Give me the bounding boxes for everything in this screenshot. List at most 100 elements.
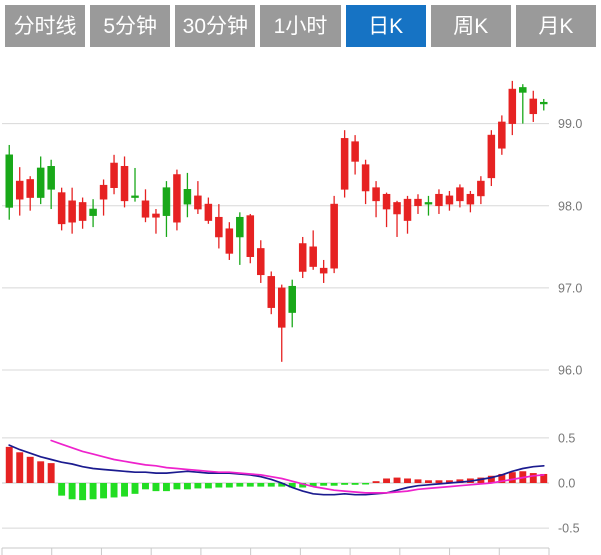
macd-axis-labels: 0.5 0.0 -0.5 xyxy=(558,431,580,535)
candle-down xyxy=(204,197,213,224)
macd-bar-positive xyxy=(372,481,380,483)
candle-down xyxy=(508,80,517,136)
candle-down xyxy=(152,209,160,234)
candle-up xyxy=(89,199,97,228)
candle-down xyxy=(466,190,475,213)
macd-bar-positive xyxy=(47,463,55,483)
price-tick-label: 96.0 xyxy=(558,364,582,378)
macd-bar-negative xyxy=(225,483,233,488)
candle-down xyxy=(372,181,380,218)
price-tick-label: 97.0 xyxy=(558,281,582,295)
macd-bar-positive xyxy=(16,452,24,483)
candle-down xyxy=(120,156,129,208)
candle-down xyxy=(435,189,443,214)
tab-weekly-k[interactable]: 周K xyxy=(430,5,511,47)
candle-down xyxy=(529,90,538,122)
candle-up xyxy=(5,144,13,220)
macd-bar-negative xyxy=(309,483,317,487)
macd-tick-label: -0.5 xyxy=(558,522,580,536)
stock-chart[interactable]: 99.0 98.0 97.0 96.0 0.5 0.0 -0.5 xyxy=(0,52,601,555)
candle-down xyxy=(498,115,506,155)
macd-bar-negative xyxy=(131,483,139,494)
candle-down xyxy=(361,159,370,205)
candle-up xyxy=(131,167,139,202)
macd-bar-negative xyxy=(79,483,87,501)
candle-down xyxy=(487,130,496,187)
candle-up xyxy=(540,98,548,111)
period-tab-bar: 分时线 5分钟 30分钟 1小时 日K 周K 月K xyxy=(0,0,601,52)
tab-label: 5分钟 xyxy=(103,14,158,38)
tab-label: 月K xyxy=(538,14,574,38)
macd-bar-positive xyxy=(37,461,45,483)
macd-bar-positive xyxy=(414,479,422,483)
macd-bar-positive xyxy=(435,480,443,483)
candle-down xyxy=(309,230,317,270)
candle-up xyxy=(519,84,527,124)
macd-bar-positive xyxy=(508,472,516,483)
macd-bar-negative xyxy=(89,483,97,500)
macd-bar-negative xyxy=(152,483,160,492)
candle-down xyxy=(414,194,422,214)
price-tick-label: 98.0 xyxy=(558,199,582,213)
candle-down xyxy=(445,190,454,211)
candle-down xyxy=(298,236,307,279)
macd-bar-positive xyxy=(487,475,495,483)
macd-bar-negative xyxy=(58,483,66,496)
macd-lines xyxy=(8,439,545,496)
candle-down xyxy=(477,176,485,205)
price-axis-labels: 99.0 98.0 97.0 96.0 xyxy=(558,117,582,377)
candle-up xyxy=(47,159,55,210)
macd-bar-negative xyxy=(204,483,212,489)
candle-up xyxy=(424,195,433,216)
macd-bar-positive xyxy=(477,477,485,483)
macd-bar-negative xyxy=(246,483,254,487)
candle-down xyxy=(246,213,255,264)
macd-bar-negative xyxy=(142,483,149,490)
macd-bar-positive xyxy=(425,480,432,483)
candle-down xyxy=(68,187,76,234)
candle-down xyxy=(351,135,359,175)
macd-bar-negative xyxy=(183,483,191,490)
macd-bar-negative xyxy=(362,483,370,485)
candle-down xyxy=(141,189,150,223)
tab-monthly-k[interactable]: 月K xyxy=(515,5,596,47)
macd-bar-negative xyxy=(278,483,286,487)
candle-down xyxy=(15,167,24,216)
candle-down xyxy=(257,240,265,283)
macd-line-dif xyxy=(8,444,545,496)
macd-bar-negative xyxy=(351,483,359,485)
macd-bar-positive xyxy=(540,473,548,483)
macd-bar-negative xyxy=(257,483,265,487)
macd-bar-negative xyxy=(267,483,275,487)
tab-5min[interactable]: 5分钟 xyxy=(90,5,171,47)
candle-down xyxy=(215,204,223,249)
macd-histogram xyxy=(5,446,548,501)
candle-down xyxy=(340,130,349,198)
macd-bar-positive xyxy=(456,479,464,483)
candle-down xyxy=(267,271,276,315)
tab-minute-line[interactable]: 分时线 xyxy=(5,5,86,47)
candle-down xyxy=(57,187,66,231)
candle-up xyxy=(236,212,244,265)
macd-bar-negative xyxy=(100,483,108,499)
macd-bar-positive xyxy=(5,446,13,483)
candle-down xyxy=(330,195,338,274)
macd-bar-positive xyxy=(445,480,453,483)
tab-label: 30分钟 xyxy=(182,14,249,38)
candle-down xyxy=(403,195,412,234)
candle-up xyxy=(183,172,192,218)
candle-up xyxy=(288,279,296,328)
price-tick-label: 99.0 xyxy=(558,117,582,131)
macd-tick-label: 0.5 xyxy=(558,431,575,445)
tab-30min[interactable]: 30分钟 xyxy=(175,5,256,47)
candlestick-series xyxy=(5,80,548,362)
macd-bar-positive xyxy=(26,456,34,483)
tab-1hour[interactable]: 1小时 xyxy=(260,5,341,47)
macd-bar-negative xyxy=(299,483,307,488)
macd-bar-negative xyxy=(162,483,170,492)
chart-area[interactable]: 99.0 98.0 97.0 96.0 0.5 0.0 -0.5 xyxy=(0,52,601,555)
macd-bar-negative xyxy=(320,483,328,486)
tab-daily-k[interactable]: 日K xyxy=(345,5,426,47)
macd-bar-negative xyxy=(110,483,118,498)
tab-label: 日K xyxy=(368,14,404,38)
